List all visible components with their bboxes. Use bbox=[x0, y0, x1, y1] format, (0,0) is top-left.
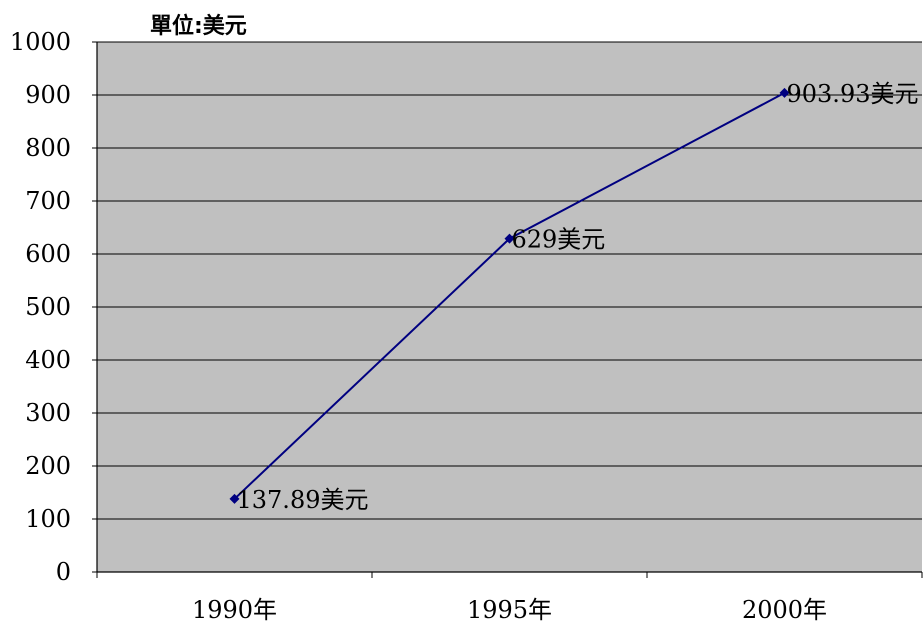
y-tick-label: 100 bbox=[25, 505, 71, 533]
x-tick-label: 2000年 bbox=[742, 596, 827, 624]
y-tick-label: 1000 bbox=[10, 28, 71, 56]
data-label: 903.93美元 bbox=[787, 80, 919, 108]
gridlines bbox=[97, 41, 922, 520]
y-tick-label: 900 bbox=[25, 81, 71, 109]
data-point-marker bbox=[229, 493, 240, 504]
y-tick-label: 200 bbox=[25, 452, 71, 480]
y-tick-label: 0 bbox=[56, 558, 71, 586]
y-tick-label: 600 bbox=[25, 240, 71, 268]
y-tick-label: 800 bbox=[25, 134, 71, 162]
x-tick-label: 1995年 bbox=[467, 596, 552, 624]
series-group bbox=[229, 87, 790, 504]
x-tick-label: 1990年 bbox=[192, 596, 277, 624]
data-point-marker bbox=[504, 233, 515, 244]
data-label: 137.89美元 bbox=[237, 486, 369, 514]
y-tick-label: 400 bbox=[25, 346, 71, 374]
y-axis-ticks: 0 100 200 300 400 500 600 700 800 900 1000 bbox=[10, 28, 97, 586]
data-labels: 137.89美元 629美元 903.93美元 bbox=[237, 80, 919, 514]
data-label: 629美元 bbox=[512, 226, 606, 254]
x-axis-ticks: 1990年 1995年 2000年 bbox=[96, 572, 923, 624]
y-tick-label: 500 bbox=[25, 293, 71, 321]
unit-label: 單位:美元 bbox=[150, 13, 247, 39]
y-tick-label: 700 bbox=[25, 187, 71, 215]
y-tick-label: 300 bbox=[25, 399, 71, 427]
data-point-marker bbox=[779, 87, 790, 98]
